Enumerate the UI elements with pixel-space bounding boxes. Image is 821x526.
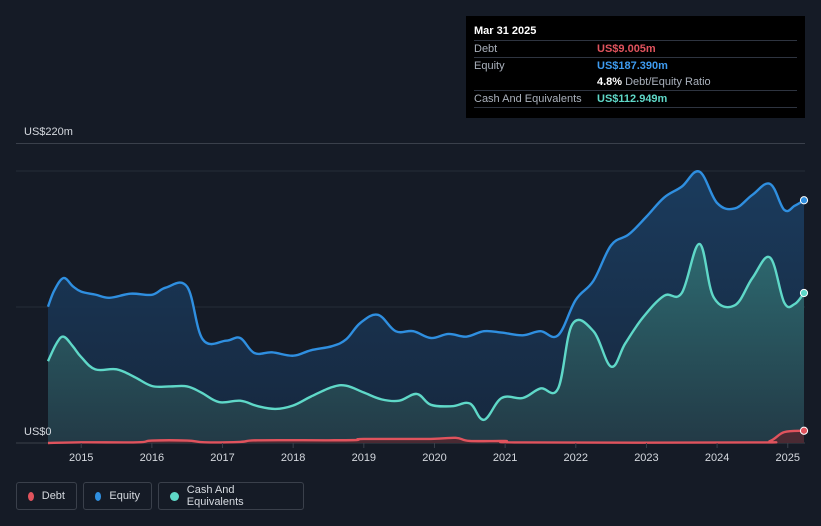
tooltip-equity-value: US$187.390m <box>597 60 668 72</box>
legend-item-cash[interactable]: Cash And Equivalents <box>158 482 304 510</box>
series-areas <box>46 170 809 445</box>
x-tick-label: 2017 <box>210 452 234 464</box>
legend-item-debt[interactable]: Debt <box>16 482 77 510</box>
equity-endpoint[interactable] <box>799 196 809 205</box>
tooltip-debt-value: US$9.005m <box>597 43 656 55</box>
tooltip-equity-label: Equity <box>474 60 505 72</box>
debt-endpoint[interactable] <box>799 426 809 435</box>
tooltip-row-cash: Cash And Equivalents US$112.949m <box>474 90 797 107</box>
y-axis-max-label: US$220m <box>24 126 73 138</box>
tooltip-row-equity: Equity US$187.390m <box>474 57 797 74</box>
equity-dot-icon <box>95 491 102 501</box>
debt-area <box>48 430 804 443</box>
cash-area <box>48 243 804 443</box>
x-tick-label: 2020 <box>422 452 446 464</box>
tooltip-ratio-value: 4.8% <box>597 76 623 88</box>
debt-line <box>47 429 805 445</box>
x-tick-label: 2019 <box>352 452 376 464</box>
tooltip-ratio-label: Debt/Equity Ratio <box>625 76 711 88</box>
x-tick-label: 2018 <box>281 452 305 464</box>
tooltip-cash-label: Cash And Equivalents <box>474 93 582 105</box>
legend-item-equity[interactable]: Equity <box>83 482 152 510</box>
legend-cash-label: Cash And Equivalents <box>186 484 244 508</box>
y-axis-min-label: US$0 <box>24 426 52 438</box>
equity-line <box>46 170 805 357</box>
tooltip-cash-value: US$112.949m <box>597 93 668 105</box>
tooltip-row-ratio: 4.8% Debt/Equity Ratio <box>474 74 797 90</box>
tooltip-date: Mar 31 2025 <box>474 25 537 37</box>
legend-equity-label: Equity <box>109 490 140 502</box>
x-tick-label: 2022 <box>564 452 588 464</box>
x-tick-label: 2016 <box>140 452 164 464</box>
tooltip-debt-label: Debt <box>474 43 498 55</box>
cash-endpoint[interactable] <box>799 288 809 298</box>
legend-debt-label: Debt <box>41 490 65 502</box>
x-tick-label: 2025 <box>776 452 800 464</box>
tooltip-row-debt: Debt US$9.005m <box>474 40 797 57</box>
debt-dot-icon <box>28 491 34 501</box>
x-axis: 2015 2016 2017 2018 2019 2020 2021 2022 2023 2024… <box>69 443 800 464</box>
cash-dot-icon <box>170 491 179 501</box>
x-tick-label: 2023 <box>634 452 658 464</box>
x-tick-label: 2024 <box>705 452 729 464</box>
x-tick-label: 2021 <box>493 452 517 464</box>
x-tick-label: 2015 <box>69 452 93 464</box>
tooltip-panel: Mar 31 2025 Debt US$9.005m Equity US$187… <box>466 16 805 118</box>
cash-line <box>46 242 805 422</box>
